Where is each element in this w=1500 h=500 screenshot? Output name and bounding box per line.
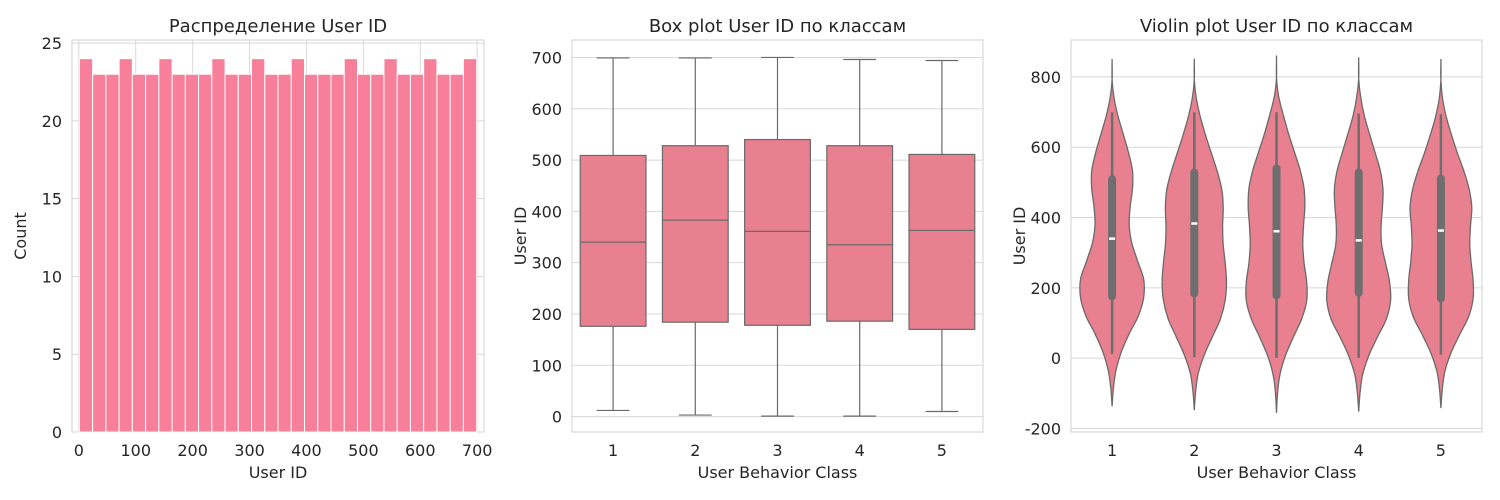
x-tick-label: 2	[1189, 441, 1199, 460]
y-tick-label: 200	[531, 305, 562, 324]
x-tick-label: 600	[405, 441, 436, 460]
histogram-bar	[198, 73, 213, 433]
histogram-bar	[277, 73, 292, 433]
y-tick-label: 300	[531, 254, 562, 273]
y-tick-label: 400	[1030, 209, 1061, 228]
boxplot-panel: Box plot User ID по классам User Behavior…	[511, 16, 984, 482]
histogram-bar	[449, 73, 464, 433]
histogram-bar	[356, 73, 372, 433]
x-tick-label: 4	[855, 441, 865, 460]
y-axis-label: User ID	[1010, 207, 1029, 266]
histogram-bar	[409, 73, 425, 433]
histogram-bar	[343, 58, 358, 433]
histogram-bar	[290, 58, 306, 433]
chart-title: Распределение User ID	[169, 16, 387, 37]
violin-panel: Violin plot User ID по классам User Behav…	[1010, 16, 1483, 482]
x-tick-label: 2	[690, 441, 700, 460]
y-tick-label: 600	[1030, 138, 1061, 157]
x-tick-label: 3	[1271, 441, 1281, 460]
histogram-bar	[224, 73, 239, 433]
histogram-bar	[264, 73, 279, 433]
histogram-bar	[423, 58, 438, 433]
y-tick-label: 0	[1051, 349, 1061, 368]
histogram-bar	[251, 58, 266, 433]
y-tick-label: 0	[552, 408, 562, 427]
histogram-bar	[396, 73, 411, 433]
x-tick-label: 1	[1107, 441, 1117, 460]
box	[744, 138, 811, 326]
chart-title: Box plot User ID по классам	[649, 16, 906, 37]
y-tick-label: 15	[42, 190, 62, 209]
y-tick-label: 100	[531, 356, 562, 375]
y-axis-label: Count	[11, 212, 30, 260]
chart-title: Violin plot User ID по классам	[1140, 16, 1413, 37]
y-tick-label: 10	[42, 267, 62, 286]
x-tick-label: 5	[937, 441, 947, 460]
y-tick-label: 25	[42, 34, 62, 53]
box	[579, 154, 647, 327]
y-tick-label: 700	[531, 48, 562, 67]
x-axis-label: User Behavior Class	[698, 463, 858, 482]
x-tick-label: 1	[608, 441, 618, 460]
y-tick-label: 0	[52, 423, 62, 442]
box	[826, 145, 894, 322]
x-tick-label: 700	[462, 441, 493, 460]
histogram-bar	[237, 73, 253, 433]
x-tick-label: 100	[120, 441, 151, 460]
y-tick-label: 200	[1030, 279, 1061, 298]
x-tick-label: 400	[291, 441, 322, 460]
box	[908, 153, 976, 330]
histogram-bar	[145, 73, 160, 433]
histogram-bar	[370, 73, 385, 433]
histogram-bar	[383, 58, 398, 433]
y-tick-label: 400	[531, 202, 562, 221]
histogram-bar	[211, 58, 226, 433]
y-tick-label: 500	[531, 151, 562, 170]
histogram-bar	[436, 73, 451, 433]
x-tick-label: 500	[348, 441, 379, 460]
y-tick-label: 5	[52, 345, 62, 364]
y-tick-label: -200	[1025, 419, 1061, 438]
histogram-bar	[131, 73, 147, 433]
histogram-bar	[184, 73, 200, 433]
x-tick-label: 4	[1354, 441, 1364, 460]
histogram-bar	[317, 73, 332, 433]
x-tick-label: 0	[74, 441, 84, 460]
y-tick-label: 20	[42, 112, 62, 131]
y-axis-label: User ID	[511, 207, 530, 266]
x-tick-label: 5	[1436, 441, 1446, 460]
histogram-bar	[304, 73, 319, 433]
histogram-bar	[462, 58, 478, 433]
histogram-bar	[78, 58, 94, 433]
histogram-bar	[158, 58, 173, 433]
x-axis-label: User Behavior Class	[1197, 463, 1357, 482]
histogram-bar	[92, 73, 107, 433]
histogram-bar	[330, 73, 345, 433]
x-tick-label: 300	[234, 441, 265, 460]
x-tick-label: 200	[177, 441, 208, 460]
histogram-bar	[105, 73, 120, 433]
x-axis-label: User ID	[249, 463, 308, 482]
y-tick-label: 800	[1030, 68, 1061, 87]
histogram-bar	[171, 73, 186, 433]
histogram-bar	[118, 58, 133, 433]
box	[661, 145, 729, 323]
y-tick-label: 600	[531, 100, 562, 119]
x-tick-label: 3	[772, 441, 782, 460]
